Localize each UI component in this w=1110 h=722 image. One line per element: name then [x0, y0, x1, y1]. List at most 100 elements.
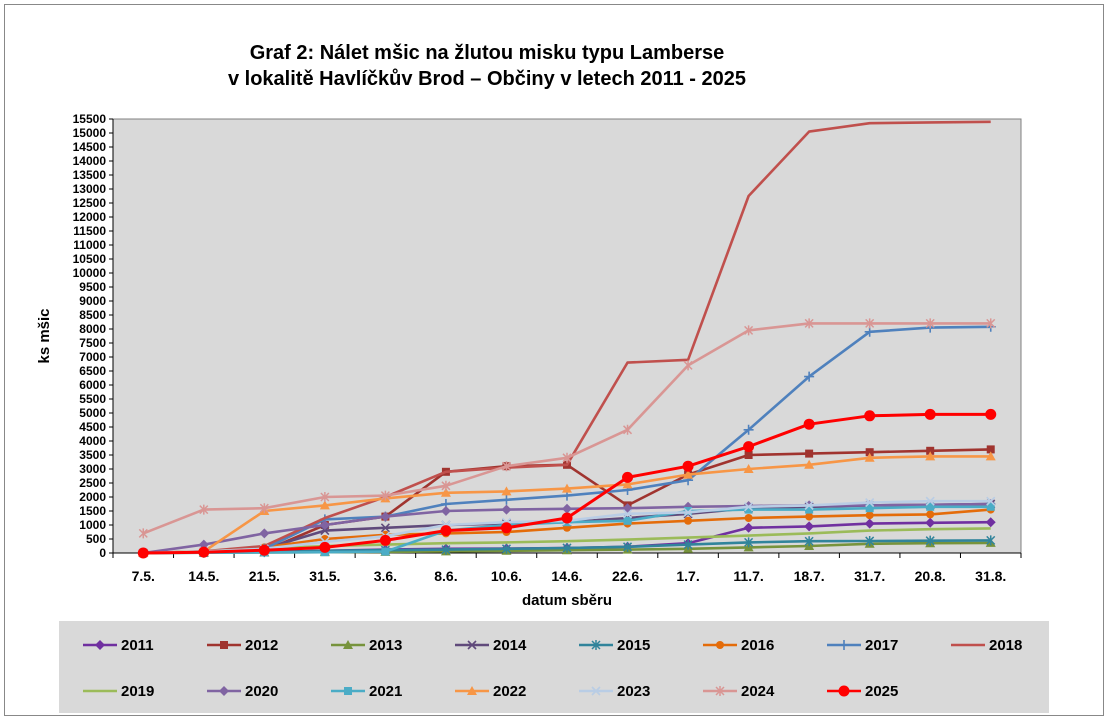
legend-label: 2016 — [741, 637, 774, 654]
data-point — [501, 461, 511, 472]
series-2018 — [143, 120, 991, 555]
x-tick-label: 21.5. — [249, 568, 280, 584]
data-point — [804, 318, 814, 329]
data-point — [591, 686, 601, 696]
y-tick-label: 15000 — [73, 126, 107, 140]
y-tick-label: 8000 — [79, 322, 106, 336]
series-2020 — [138, 499, 996, 558]
data-point — [561, 512, 573, 524]
data-point — [986, 535, 996, 546]
data-point — [344, 687, 352, 695]
data-point — [925, 451, 936, 461]
data-point — [467, 686, 477, 695]
legend-item-2020: 2020 — [207, 683, 278, 700]
data-point — [259, 528, 270, 539]
data-point — [926, 502, 935, 511]
data-point — [865, 318, 875, 329]
legend-label: 2021 — [369, 683, 402, 700]
legend-label: 2023 — [617, 683, 650, 700]
data-point — [501, 543, 511, 554]
x-axis-label: datum sběru — [522, 592, 612, 609]
legend-label: 2011 — [121, 637, 154, 654]
data-point — [623, 424, 633, 435]
data-point — [864, 518, 875, 529]
x-tick-label: 18.7. — [794, 568, 825, 584]
data-point — [985, 408, 997, 420]
data-point — [683, 507, 693, 517]
y-tick-label: 1000 — [79, 518, 106, 532]
data-point — [744, 537, 754, 548]
y-tick-label: 6500 — [79, 364, 106, 378]
y-tick-label: 9500 — [79, 280, 106, 294]
y-tick-label: 5000 — [79, 406, 106, 420]
data-point — [259, 503, 269, 514]
data-point — [682, 460, 694, 472]
data-point — [684, 516, 693, 525]
data-point — [925, 496, 935, 506]
y-axis: 0500100015002000250030003500400045005000… — [73, 112, 114, 560]
y-tick-label: 12500 — [73, 196, 107, 210]
x-tick-label: 14.6. — [551, 568, 582, 584]
data-point — [220, 641, 228, 649]
data-point — [683, 360, 693, 371]
data-point — [441, 544, 451, 555]
data-point — [622, 509, 633, 519]
data-point — [803, 418, 815, 430]
x-tick-label: 10.6. — [491, 568, 522, 584]
legend-label: 2013 — [369, 637, 402, 654]
legend-label: 2020 — [245, 683, 278, 700]
data-point — [924, 408, 936, 420]
y-tick-label: 12000 — [73, 210, 107, 224]
data-point — [804, 536, 814, 547]
data-point — [715, 686, 725, 696]
data-point — [467, 640, 477, 650]
legend-item-2014: 2014 — [455, 637, 527, 654]
data-point — [865, 498, 875, 508]
legend-label: 2017 — [865, 637, 898, 654]
y-tick-label: 11000 — [73, 238, 106, 252]
y-tick-label: 4000 — [79, 434, 106, 448]
legend-label: 2019 — [121, 683, 154, 700]
y-tick-label: 13500 — [73, 168, 107, 182]
data-point — [343, 640, 353, 649]
series-2024 — [138, 318, 996, 539]
data-point — [804, 521, 815, 532]
data-point — [744, 514, 753, 522]
y-tick-label: 15500 — [73, 112, 107, 126]
legend-label: 2018 — [989, 637, 1022, 654]
data-point — [805, 505, 814, 514]
data-point — [838, 685, 850, 697]
data-point — [804, 500, 814, 510]
x-tick-label: 22.6. — [612, 568, 643, 584]
data-point — [623, 541, 633, 552]
chart-subtitle: v lokalitě Havlíčkův Brod – Občiny v let… — [228, 68, 746, 90]
data-point — [716, 641, 724, 649]
x-axis: 7.5. 14.5. 21.5. 31.5. 3.6. 8.6. 10.6. 14.6. 22.… — [112, 552, 1022, 584]
data-point — [804, 459, 815, 469]
data-point — [926, 510, 935, 519]
legend: 2011 2012 2013 2014 2015 2016 2017 2018 2019 2020… — [83, 637, 1022, 700]
data-point — [622, 471, 634, 483]
y-tick-label: 7500 — [79, 336, 106, 350]
data-point — [839, 640, 849, 650]
data-point — [986, 496, 996, 506]
data-point — [622, 479, 633, 489]
data-point — [198, 539, 209, 550]
legend-item-2012: 2012 — [207, 637, 278, 654]
legend-label: 2012 — [245, 637, 278, 654]
y-tick-label: 3000 — [79, 462, 106, 476]
data-point — [743, 522, 754, 533]
data-point — [501, 504, 512, 515]
data-point — [865, 511, 874, 520]
data-point — [501, 486, 512, 496]
data-point — [379, 534, 391, 546]
x-tick-label: 11.7. — [733, 568, 763, 584]
data-point — [864, 326, 875, 337]
data-point — [501, 494, 512, 505]
y-tick-label: 13000 — [73, 182, 107, 196]
data-point — [319, 520, 330, 530]
x-tick-label: 14.5. — [188, 568, 219, 584]
data-point — [805, 449, 814, 458]
legend-item-2011: 2011 — [83, 637, 154, 654]
legend-box — [59, 621, 1049, 713]
